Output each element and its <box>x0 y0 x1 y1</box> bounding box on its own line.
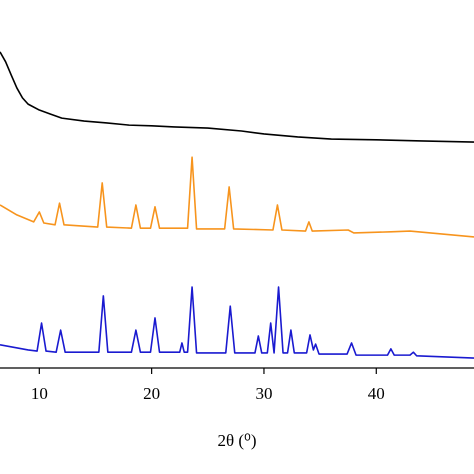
x-tick-label: 30 <box>255 384 272 403</box>
data-line <box>0 156 474 238</box>
x-tick-label: 10 <box>31 384 48 403</box>
x-axis-label: 2θ (⁰) <box>217 431 256 450</box>
x-tick-label: 40 <box>368 384 385 403</box>
data-line <box>0 51 474 143</box>
x-tick-label: 20 <box>143 384 160 403</box>
data-line <box>0 286 474 359</box>
